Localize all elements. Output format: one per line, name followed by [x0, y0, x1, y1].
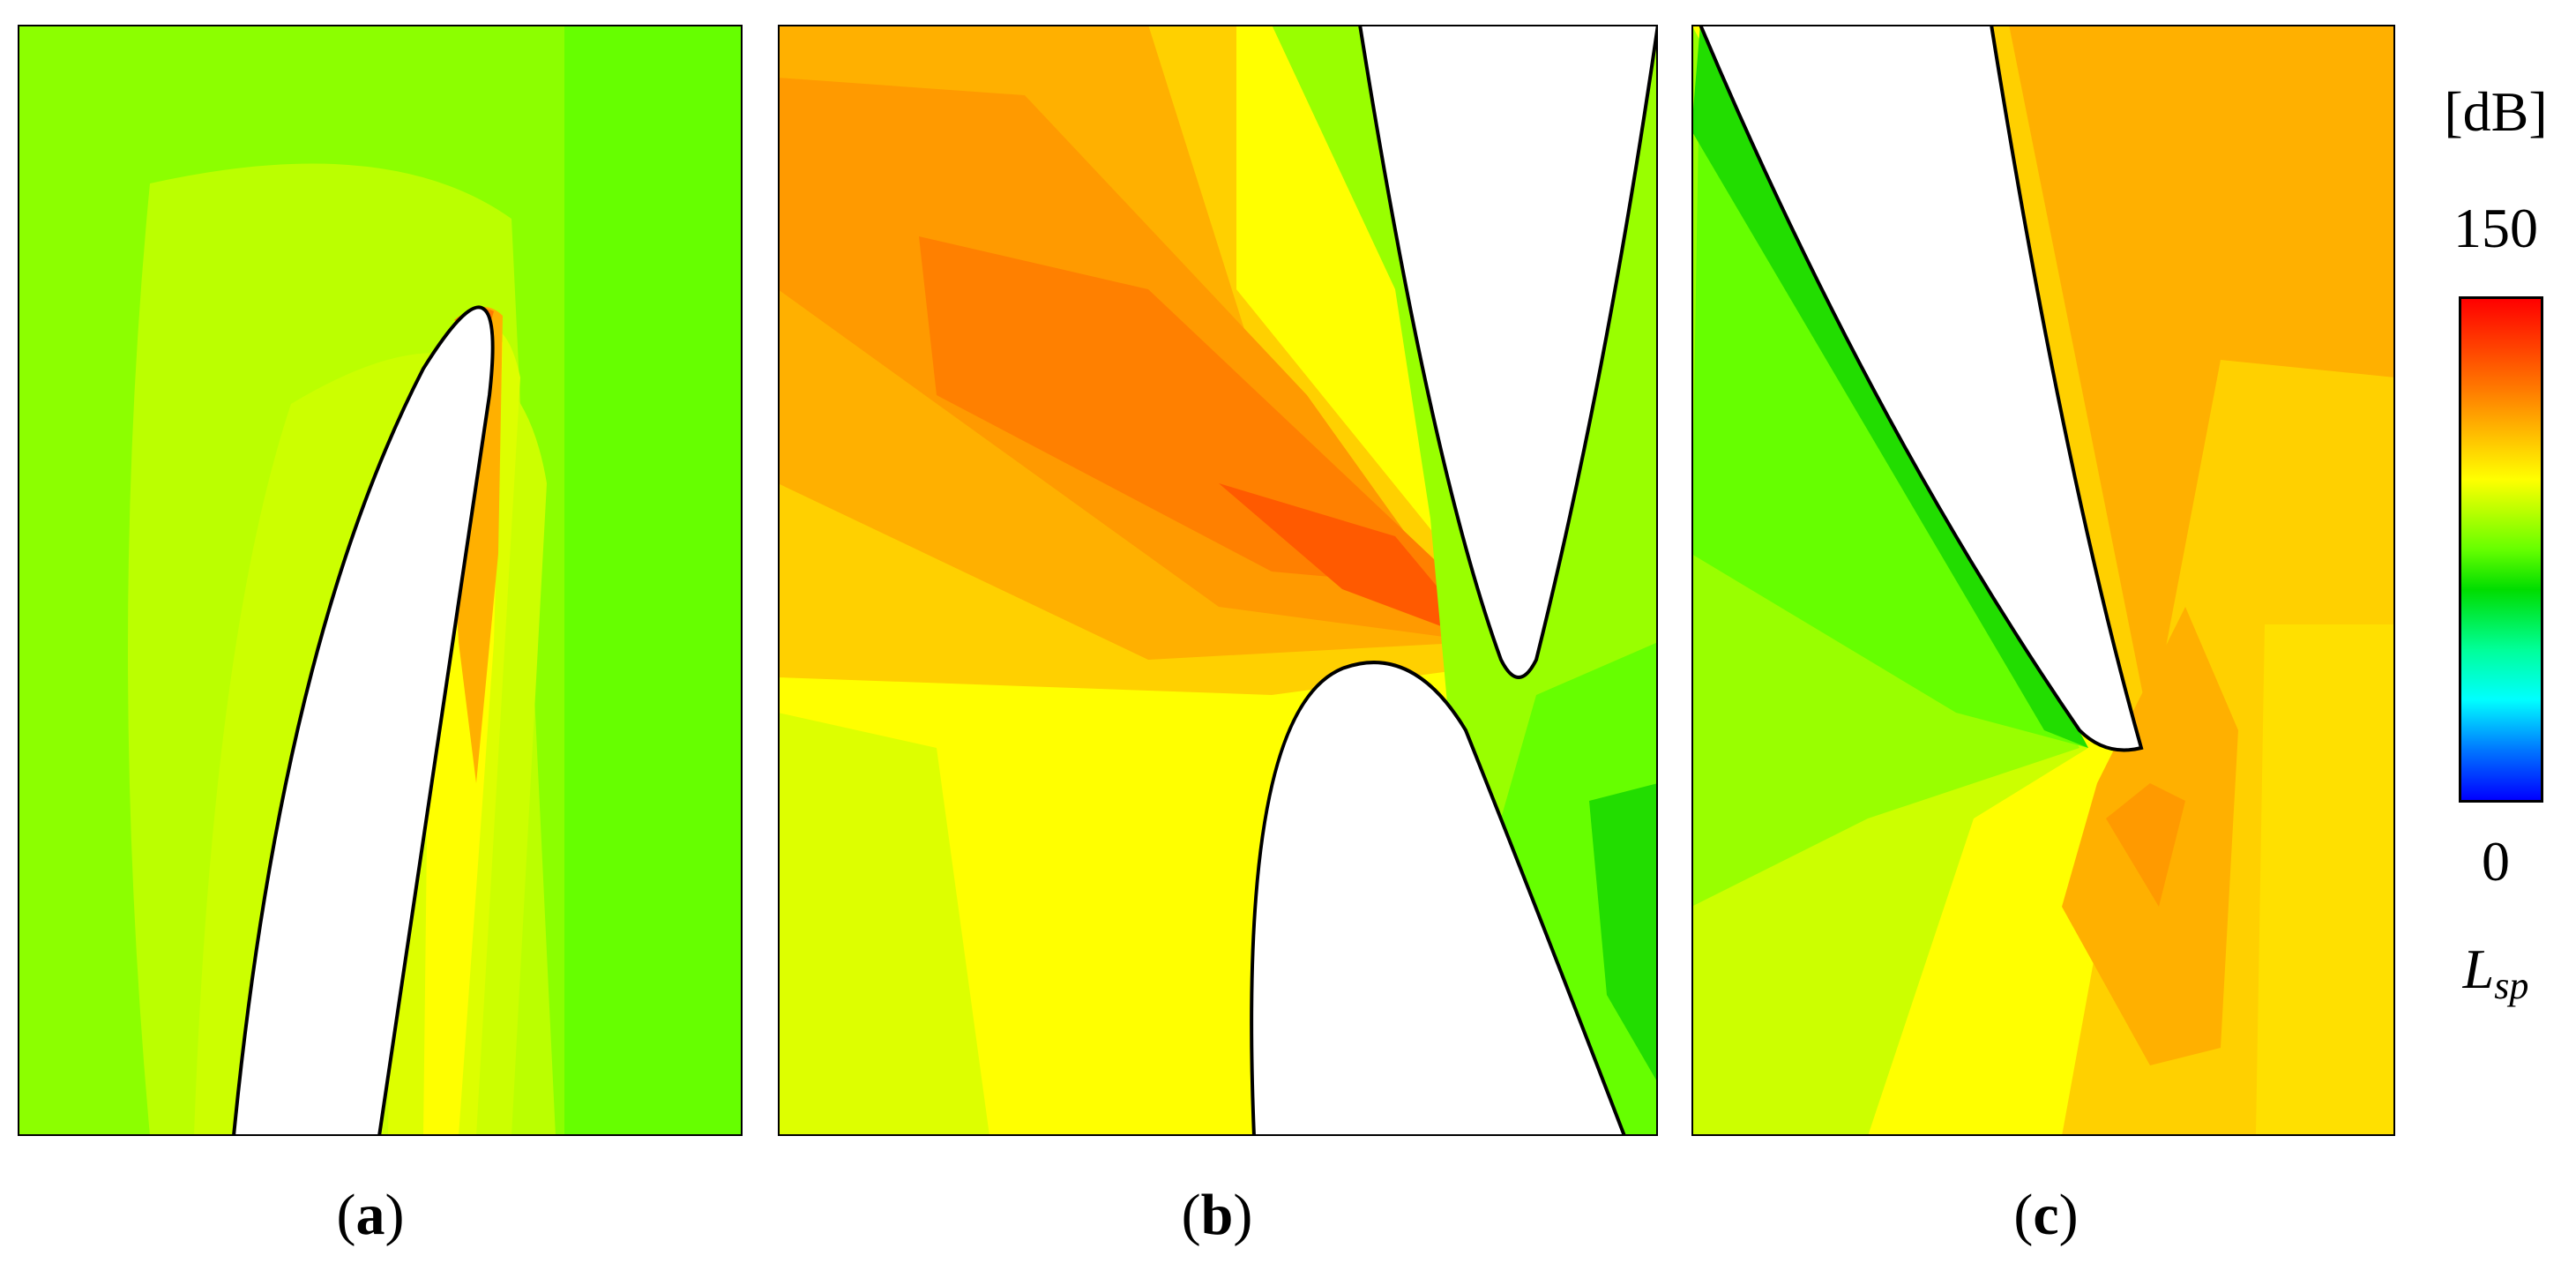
caption-a: (a)	[336, 1183, 405, 1247]
caption-c: (c)	[2013, 1183, 2079, 1247]
contour-plot-b	[778, 25, 1658, 1136]
upper-blade-profile	[1357, 25, 1658, 679]
field-orange-red	[919, 236, 1466, 589]
caption-b: (b)	[1181, 1183, 1253, 1247]
colorbar-min: 0	[2482, 830, 2510, 893]
field-right-yellow	[2256, 624, 2395, 1136]
contour-plot-a	[18, 25, 743, 1136]
contour-panel-c	[1691, 25, 2395, 1136]
lower-blade-profile	[1250, 661, 1627, 1136]
contour-panel-a	[18, 25, 743, 1136]
colorbar-variable: Lsp	[2462, 938, 2529, 1007]
field-orange-upper	[2009, 25, 2395, 730]
colorbar-unit: [dB]	[2444, 80, 2548, 143]
field-deep-green	[1589, 783, 1658, 1083]
blade-profile	[1698, 25, 2144, 752]
colorbar-max: 150	[2453, 197, 2538, 259]
blade-profile	[231, 305, 495, 1136]
field-lower-left	[778, 713, 989, 1136]
colorbar	[2459, 296, 2543, 803]
field-orange-core	[2106, 783, 2185, 907]
contour-plot-c	[1691, 25, 2395, 1136]
contour-panel-b	[778, 25, 1658, 1136]
field-red	[1219, 483, 1483, 642]
